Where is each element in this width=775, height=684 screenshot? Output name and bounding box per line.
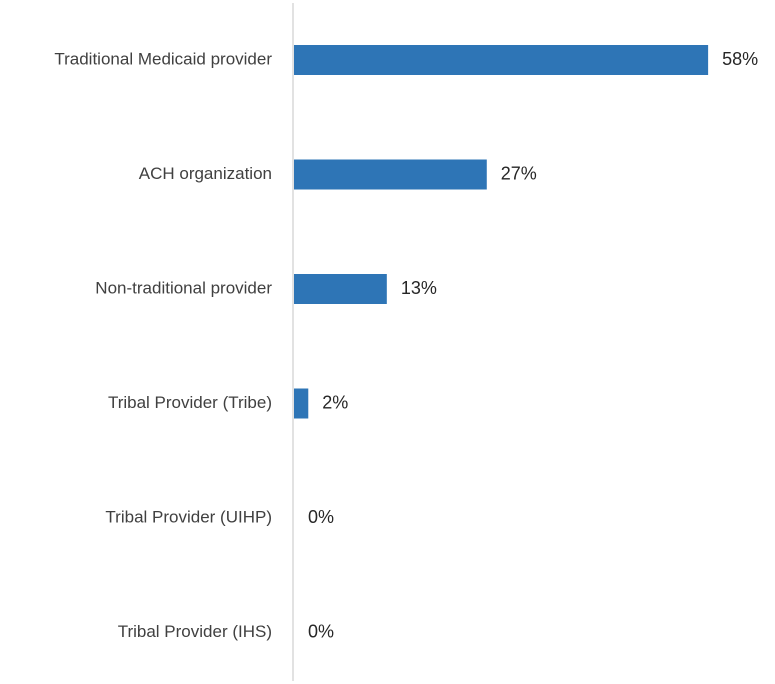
category-label: Tribal Provider (IHS) <box>118 622 272 641</box>
category-label: Non-traditional provider <box>95 278 272 297</box>
data-label: 0% <box>308 621 334 641</box>
bar <box>294 159 487 190</box>
value-labels: 58% 27% 13% 2% 0% 0% <box>308 49 758 642</box>
category-labels: Traditional Medicaid provider ACH organiz… <box>54 49 272 641</box>
bar <box>294 45 709 75</box>
data-label: 13% <box>401 278 437 298</box>
bars <box>294 45 709 419</box>
data-label: 2% <box>322 392 348 412</box>
bar <box>294 274 387 304</box>
data-label: 0% <box>308 507 334 527</box>
category-label: Tribal Provider (Tribe) <box>108 393 272 412</box>
data-label: 58% <box>722 49 758 69</box>
bar <box>294 388 309 419</box>
category-label: Traditional Medicaid provider <box>54 49 272 68</box>
category-label: ACH organization <box>139 164 272 183</box>
category-label: Tribal Provider (UIHP) <box>105 507 272 526</box>
data-label: 27% <box>501 163 537 183</box>
